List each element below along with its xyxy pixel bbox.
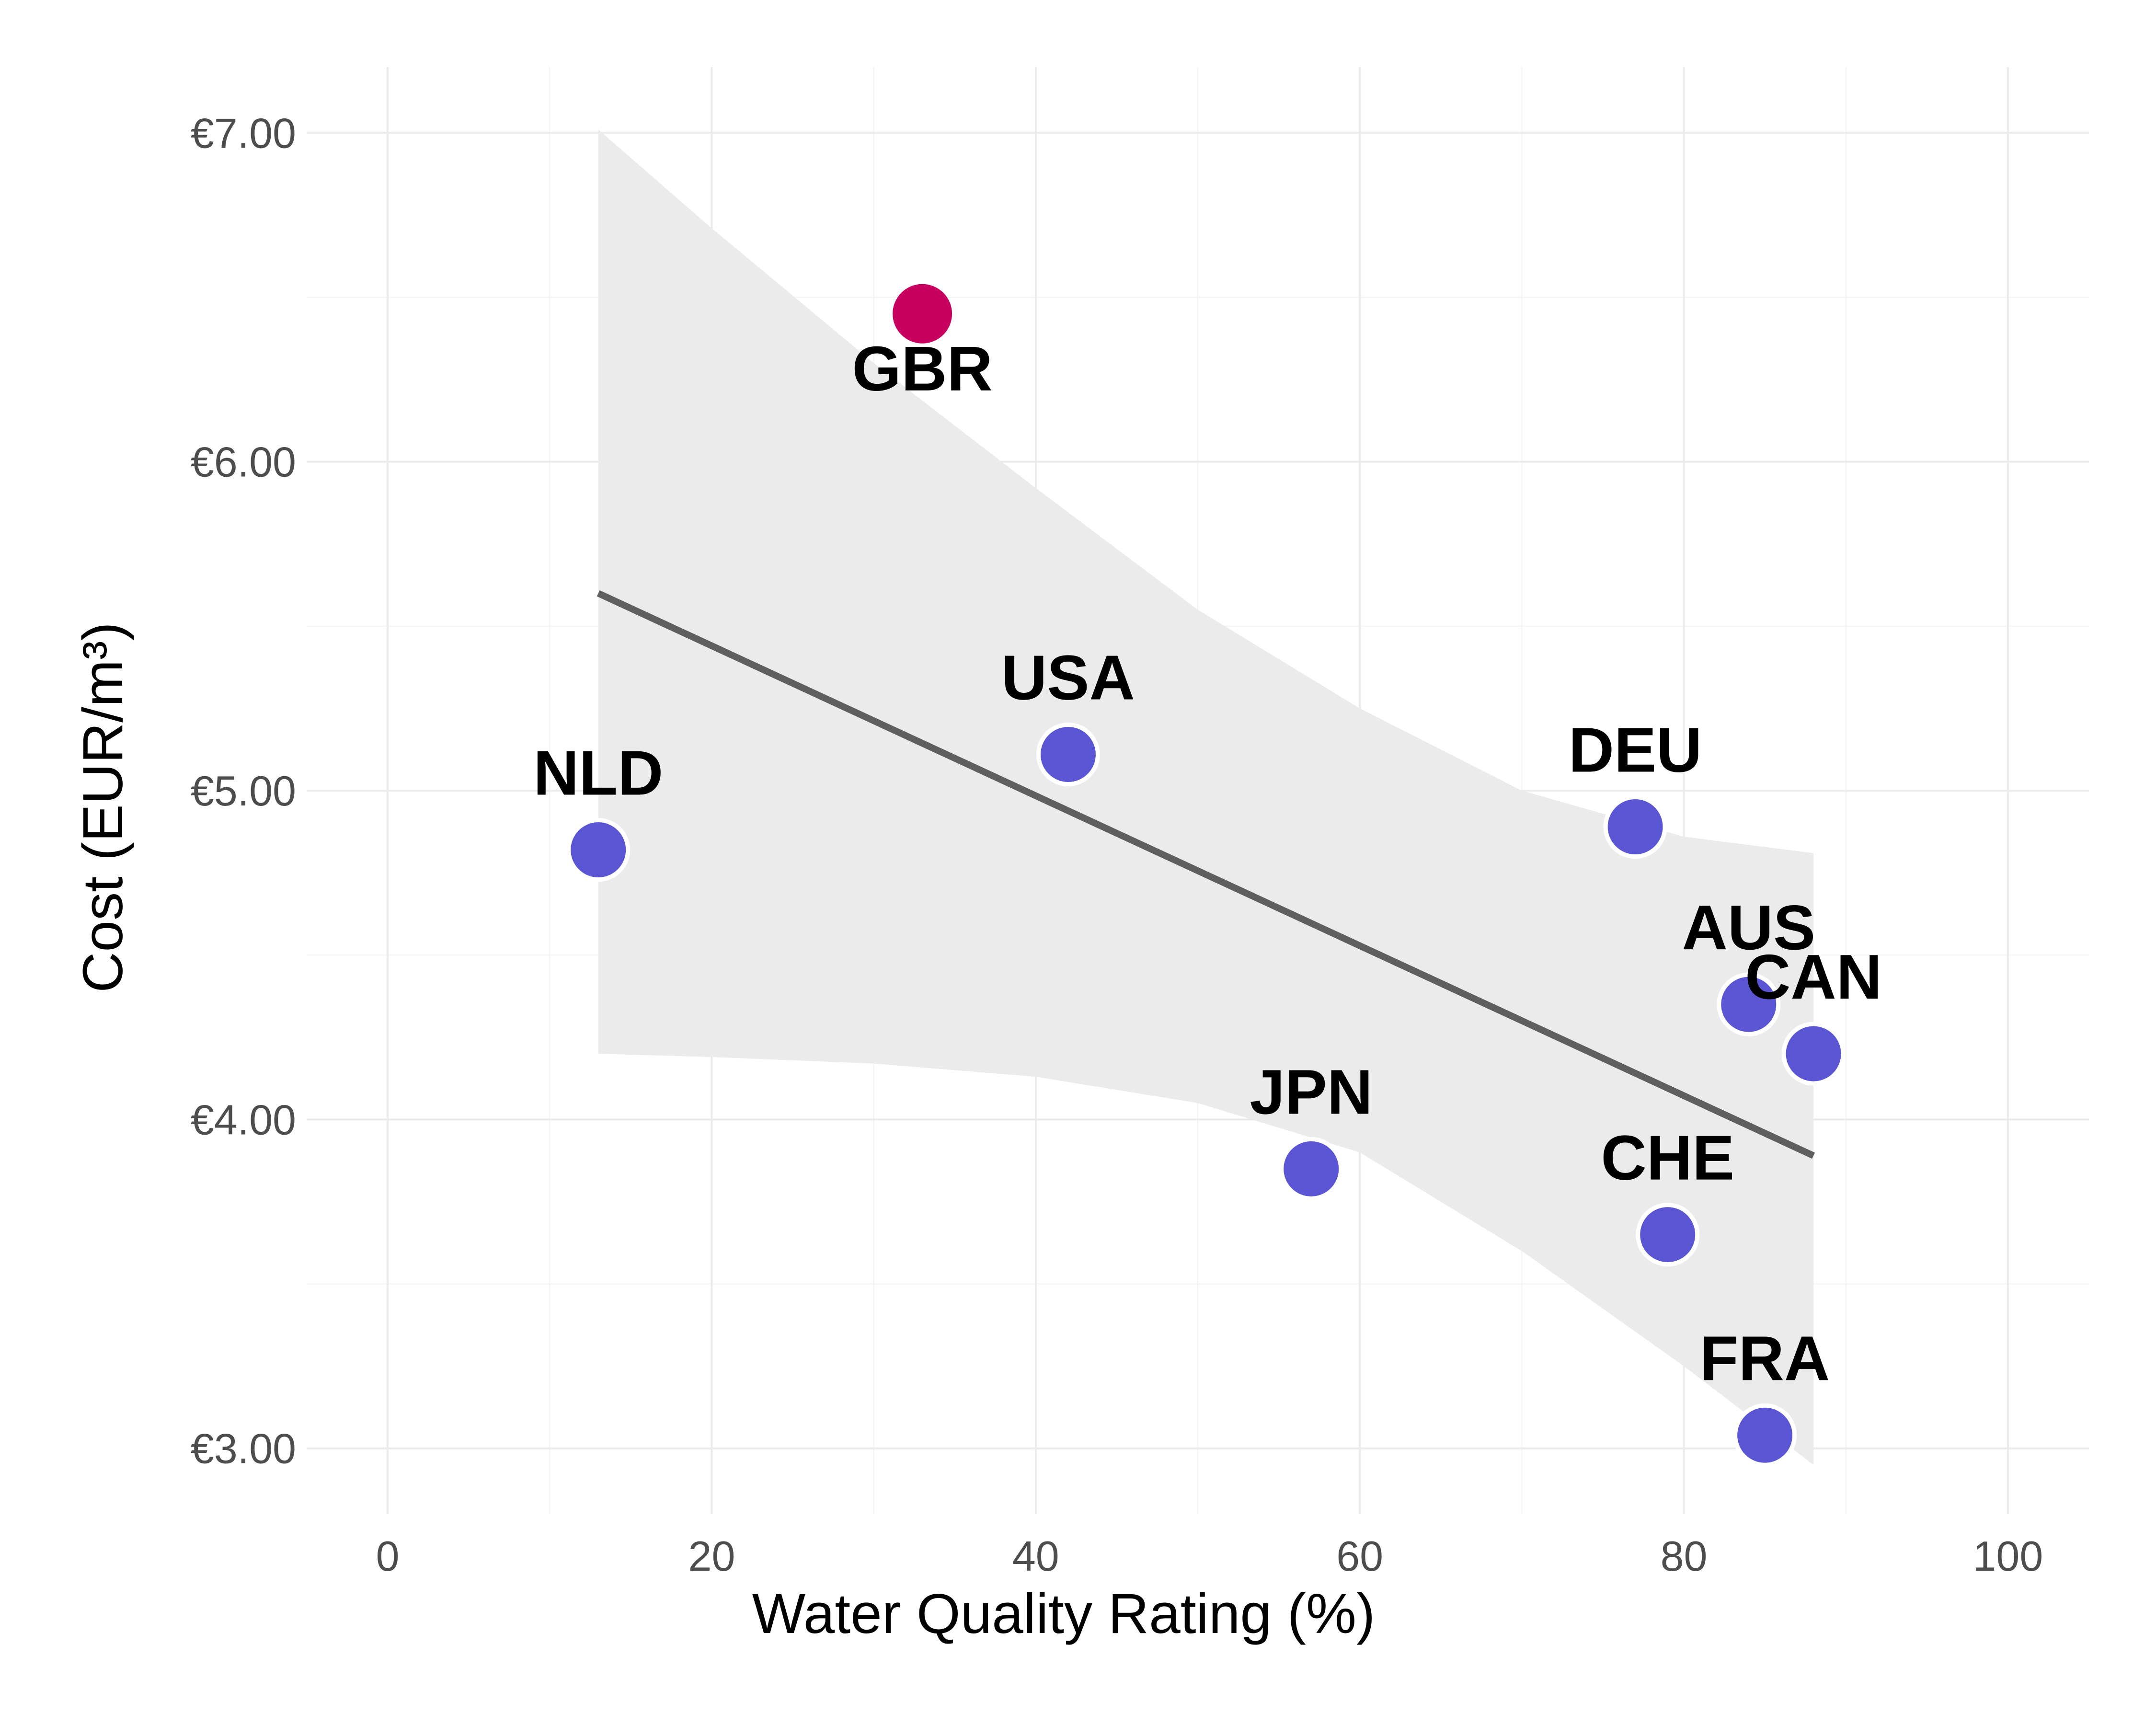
point-label-aus: AUS bbox=[1682, 892, 1815, 963]
x-tick-label: 20 bbox=[688, 1532, 735, 1580]
point-label-can: CAN bbox=[1745, 942, 1882, 1012]
point-label-gbr: GBR bbox=[852, 334, 992, 404]
x-axis-title: Water Quality Rating (%) bbox=[752, 1582, 1376, 1645]
confidence-band bbox=[598, 129, 1814, 1465]
x-tick-label: 60 bbox=[1336, 1532, 1383, 1580]
regression-line bbox=[596, 590, 1815, 1159]
fit-line-layer bbox=[596, 590, 1815, 1159]
y-tick-label: €6.00 bbox=[191, 438, 296, 486]
y-axis-title: Cost (EUR/m³) bbox=[71, 622, 135, 993]
x-tick-label: 40 bbox=[1012, 1532, 1059, 1580]
point-label-usa: USA bbox=[1001, 643, 1135, 713]
x-tick-label: 80 bbox=[1661, 1532, 1708, 1580]
point-label-jpn: JPN bbox=[1250, 1057, 1373, 1127]
point-fra bbox=[1733, 1403, 1797, 1467]
point-aus bbox=[1717, 972, 1781, 1036]
y-tick-label: €5.00 bbox=[191, 767, 296, 815]
x-tick-label: 100 bbox=[1973, 1532, 2043, 1580]
x-tick-label: 0 bbox=[376, 1532, 400, 1580]
point-labels-layer: NLD GBR USA JPN DEU CHE AUS FRA CAN bbox=[533, 334, 1882, 1394]
point-label-deu: DEU bbox=[1569, 715, 1702, 785]
x-tick-labels: 0 20 40 60 80 100 bbox=[376, 1532, 2043, 1580]
point-jpn bbox=[1279, 1137, 1343, 1201]
point-usa bbox=[1036, 723, 1100, 786]
point-label-fra: FRA bbox=[1700, 1323, 1830, 1393]
point-can bbox=[1781, 1022, 1846, 1086]
point-deu bbox=[1603, 795, 1667, 859]
point-label-che: CHE bbox=[1601, 1123, 1734, 1193]
confidence-band-layer bbox=[598, 129, 1814, 1465]
point-label-nld: NLD bbox=[533, 738, 663, 808]
y-tick-label: €3.00 bbox=[191, 1425, 296, 1472]
point-che bbox=[1636, 1203, 1700, 1267]
y-tick-labels: €3.00 €4.00 €5.00 €6.00 €7.00 bbox=[191, 109, 296, 1472]
y-tick-label: €4.00 bbox=[191, 1096, 296, 1143]
y-tick-label: €7.00 bbox=[191, 109, 296, 157]
points-layer bbox=[566, 284, 1846, 1467]
point-gbr bbox=[893, 284, 952, 344]
point-nld bbox=[566, 818, 631, 882]
